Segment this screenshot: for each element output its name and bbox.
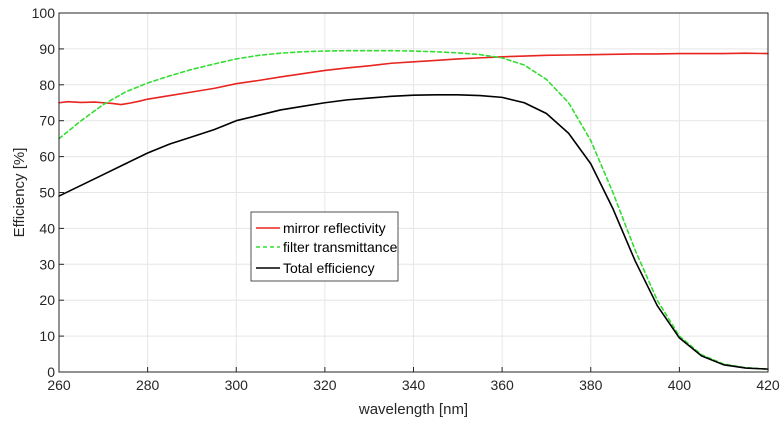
- y-tick-label: 10: [39, 328, 55, 344]
- y-tick-label: 70: [39, 113, 55, 129]
- legend-label-filter: filter transmittance: [283, 239, 398, 255]
- legend-box: [250, 211, 399, 282]
- y-axis-label: Efficiency [%]: [11, 148, 28, 238]
- legend: mirror reflectivity filter transmittance…: [250, 211, 399, 282]
- legend-label-total: Total efficiency: [283, 260, 375, 276]
- data-series: [58, 49, 769, 370]
- x-tick-label: 280: [136, 377, 160, 393]
- y-tick-label: 100: [32, 5, 56, 21]
- x-tick-label: 380: [579, 377, 603, 393]
- x-tick-label: 260: [47, 377, 71, 393]
- x-tick-label: 400: [668, 377, 692, 393]
- y-tick-label: 80: [39, 77, 55, 93]
- mirror-reflectivity-line: [58, 52, 769, 106]
- y-tick-label: 20: [39, 292, 55, 308]
- x-tick-label: 360: [490, 377, 514, 393]
- x-tick-label: 300: [225, 377, 249, 393]
- y-tick-label: 50: [39, 185, 55, 201]
- y-tick-label: 30: [39, 256, 55, 272]
- filter-transmittance-line: [58, 49, 769, 370]
- x-tick-labels: 260 280 300 320 340 360 380 400 420: [47, 367, 780, 393]
- legend-label-mirror: mirror reflectivity: [283, 220, 386, 236]
- total-efficiency-line: [58, 94, 769, 370]
- y-tick-label: 90: [39, 41, 55, 57]
- y-tick-label: 0: [47, 364, 55, 380]
- x-tick-label: 340: [402, 377, 426, 393]
- x-tick-label: 320: [313, 377, 337, 393]
- x-tick-label: 420: [756, 377, 780, 393]
- x-axis-label: wavelength [nm]: [358, 401, 468, 418]
- y-tick-label: 60: [39, 149, 55, 165]
- y-tick-label: 40: [39, 220, 55, 236]
- y-tick-labels: 0 10 20 30 40 50 60 70 80 90 100: [32, 5, 64, 380]
